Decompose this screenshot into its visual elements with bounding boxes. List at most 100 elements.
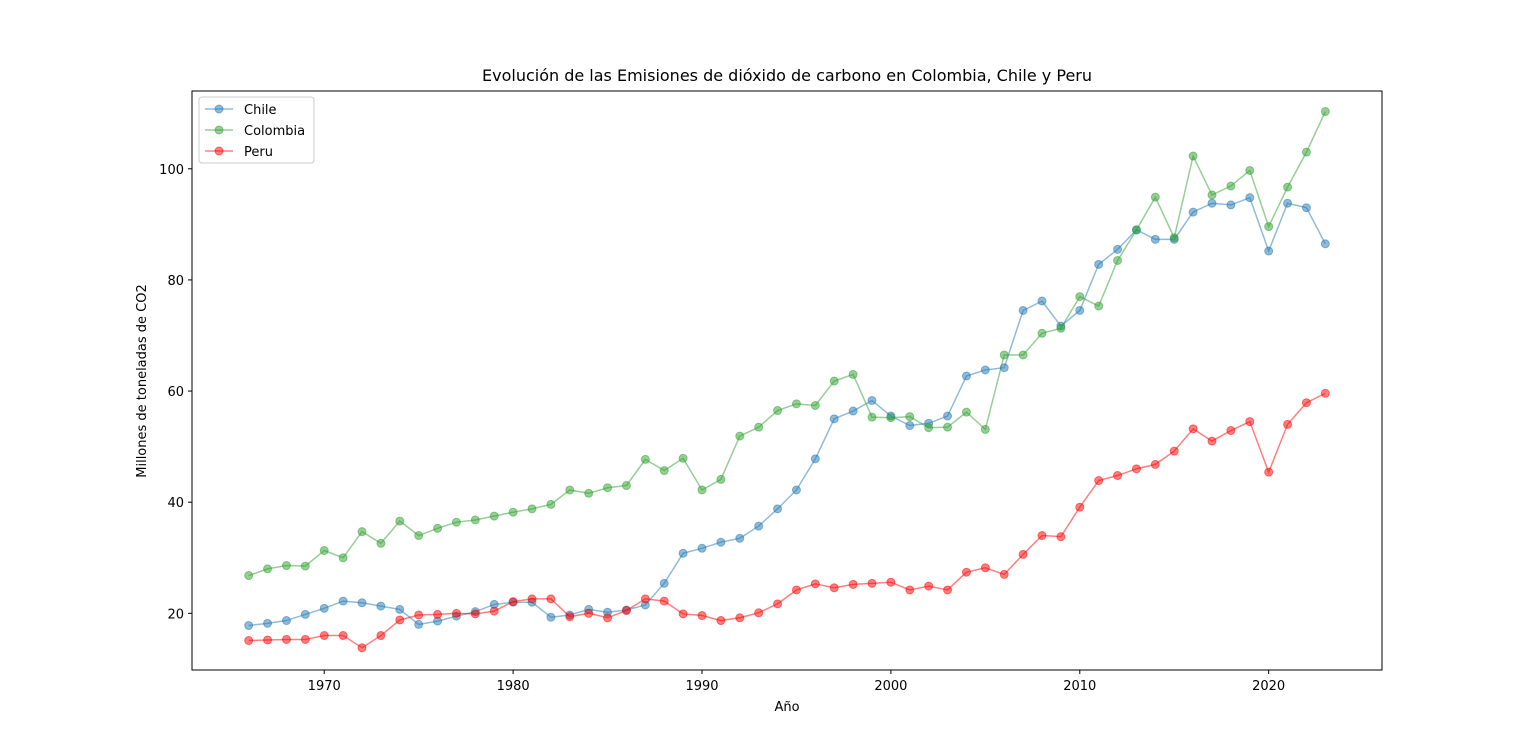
data-point-peru <box>980 563 990 573</box>
data-point-colombia <box>263 564 273 574</box>
data-point-peru <box>924 581 934 591</box>
data-point-peru <box>791 585 801 595</box>
data-point-chile <box>848 406 858 416</box>
data-point-peru <box>1113 471 1123 481</box>
data-point-colombia <box>300 561 310 571</box>
data-point-colombia <box>1169 233 1179 243</box>
data-point-colombia <box>773 406 783 416</box>
data-point-peru <box>357 643 367 653</box>
data-point-chile <box>1264 246 1274 256</box>
data-point-colombia <box>451 517 461 527</box>
data-point-chile <box>980 365 990 375</box>
data-point-chile <box>829 414 839 424</box>
data-point-peru <box>1150 459 1160 469</box>
data-point-chile <box>810 454 820 464</box>
data-point-colombia <box>1188 151 1198 161</box>
data-point-chile <box>1018 305 1028 315</box>
data-point-colombia <box>1207 190 1217 200</box>
data-point-peru <box>1018 549 1028 559</box>
data-point-colombia <box>1075 292 1085 302</box>
data-point-colombia <box>754 422 764 432</box>
data-point-colombia <box>867 412 877 422</box>
x-tick-label: 1980 <box>497 679 530 694</box>
data-point-colombia <box>810 401 820 411</box>
x-tick-label: 1990 <box>685 679 718 694</box>
data-point-chile <box>678 548 688 558</box>
data-point-chile <box>1094 259 1104 269</box>
data-point-chile <box>546 612 556 622</box>
data-point-colombia <box>395 516 405 526</box>
legend-item-peru: Peru <box>205 145 273 160</box>
data-point-peru <box>773 599 783 609</box>
data-point-peru <box>414 610 424 620</box>
data-point-peru <box>659 596 669 606</box>
data-point-colombia <box>1301 147 1311 157</box>
y-tick-label: 20 <box>167 607 184 622</box>
data-point-chile <box>1037 296 1047 306</box>
data-point-peru <box>338 631 348 641</box>
data-point-chile <box>867 396 877 406</box>
data-point-chile <box>263 618 273 628</box>
data-point-peru <box>565 612 575 622</box>
data-point-peru <box>905 585 915 595</box>
x-tick-label: 2010 <box>1063 679 1096 694</box>
data-point-colombia <box>603 483 613 493</box>
data-point-colombia <box>546 499 556 509</box>
data-point-peru <box>716 616 726 626</box>
data-point-colombia <box>640 454 650 464</box>
data-point-colombia <box>1131 225 1141 235</box>
data-point-peru <box>810 579 820 589</box>
x-tick-label: 1970 <box>308 679 341 694</box>
data-point-colombia <box>565 485 575 495</box>
data-point-colombia <box>791 399 801 409</box>
series-chile <box>244 193 1330 631</box>
data-point-colombia <box>980 424 990 434</box>
data-point-peru <box>395 615 405 625</box>
data-point-chile <box>659 578 669 588</box>
legend-label-chile: Chile <box>244 103 277 118</box>
data-point-chile <box>1207 198 1217 208</box>
data-point-colombia <box>1037 328 1047 338</box>
legend-label-colombia: Colombia <box>244 124 305 139</box>
series-line-colombia <box>248 111 1327 577</box>
series-line-chile <box>248 196 1326 627</box>
x-axis: 1970 1980 1990 2000 2010 2020 <box>308 670 1285 694</box>
data-point-colombia <box>1264 222 1274 232</box>
data-point-colombia <box>527 504 537 514</box>
x-tick-label: 2020 <box>1252 679 1285 694</box>
data-point-peru <box>244 636 254 646</box>
x-axis-label: Año <box>774 700 799 715</box>
data-point-chile <box>1113 244 1123 254</box>
data-point-chile <box>1075 305 1085 315</box>
data-point-colombia <box>1056 323 1066 333</box>
data-point-colombia <box>659 466 669 476</box>
data-point-colombia <box>1226 181 1236 191</box>
data-point-chile <box>357 598 367 608</box>
data-point-peru <box>584 608 594 618</box>
data-point-peru <box>678 609 688 619</box>
data-point-peru <box>886 577 896 587</box>
data-point-colombia <box>1113 255 1123 265</box>
data-point-peru <box>1320 388 1330 398</box>
data-point-chile <box>1188 207 1198 217</box>
data-point-colombia <box>924 423 934 433</box>
data-point-peru <box>943 585 953 595</box>
data-point-peru <box>433 609 443 619</box>
legend-box <box>198 96 315 164</box>
chart-title: Evolución de las Emisiones de dióxido de… <box>482 66 1092 85</box>
data-point-chile <box>376 601 386 611</box>
data-point-colombia <box>508 507 518 517</box>
plot-frame <box>191 90 1383 671</box>
data-point-colombia <box>848 369 858 379</box>
data-point-peru <box>603 613 613 623</box>
y-tick-label: 80 <box>167 274 184 289</box>
legend: Chile Colombia Peru <box>198 96 315 164</box>
legend-marker-peru <box>214 146 224 156</box>
data-point-peru <box>1094 476 1104 486</box>
data-point-chile <box>735 533 745 543</box>
data-point-colombia <box>281 561 291 571</box>
x-tick-label: 2000 <box>874 679 907 694</box>
data-point-peru <box>1075 502 1085 512</box>
data-point-chile <box>414 619 424 629</box>
